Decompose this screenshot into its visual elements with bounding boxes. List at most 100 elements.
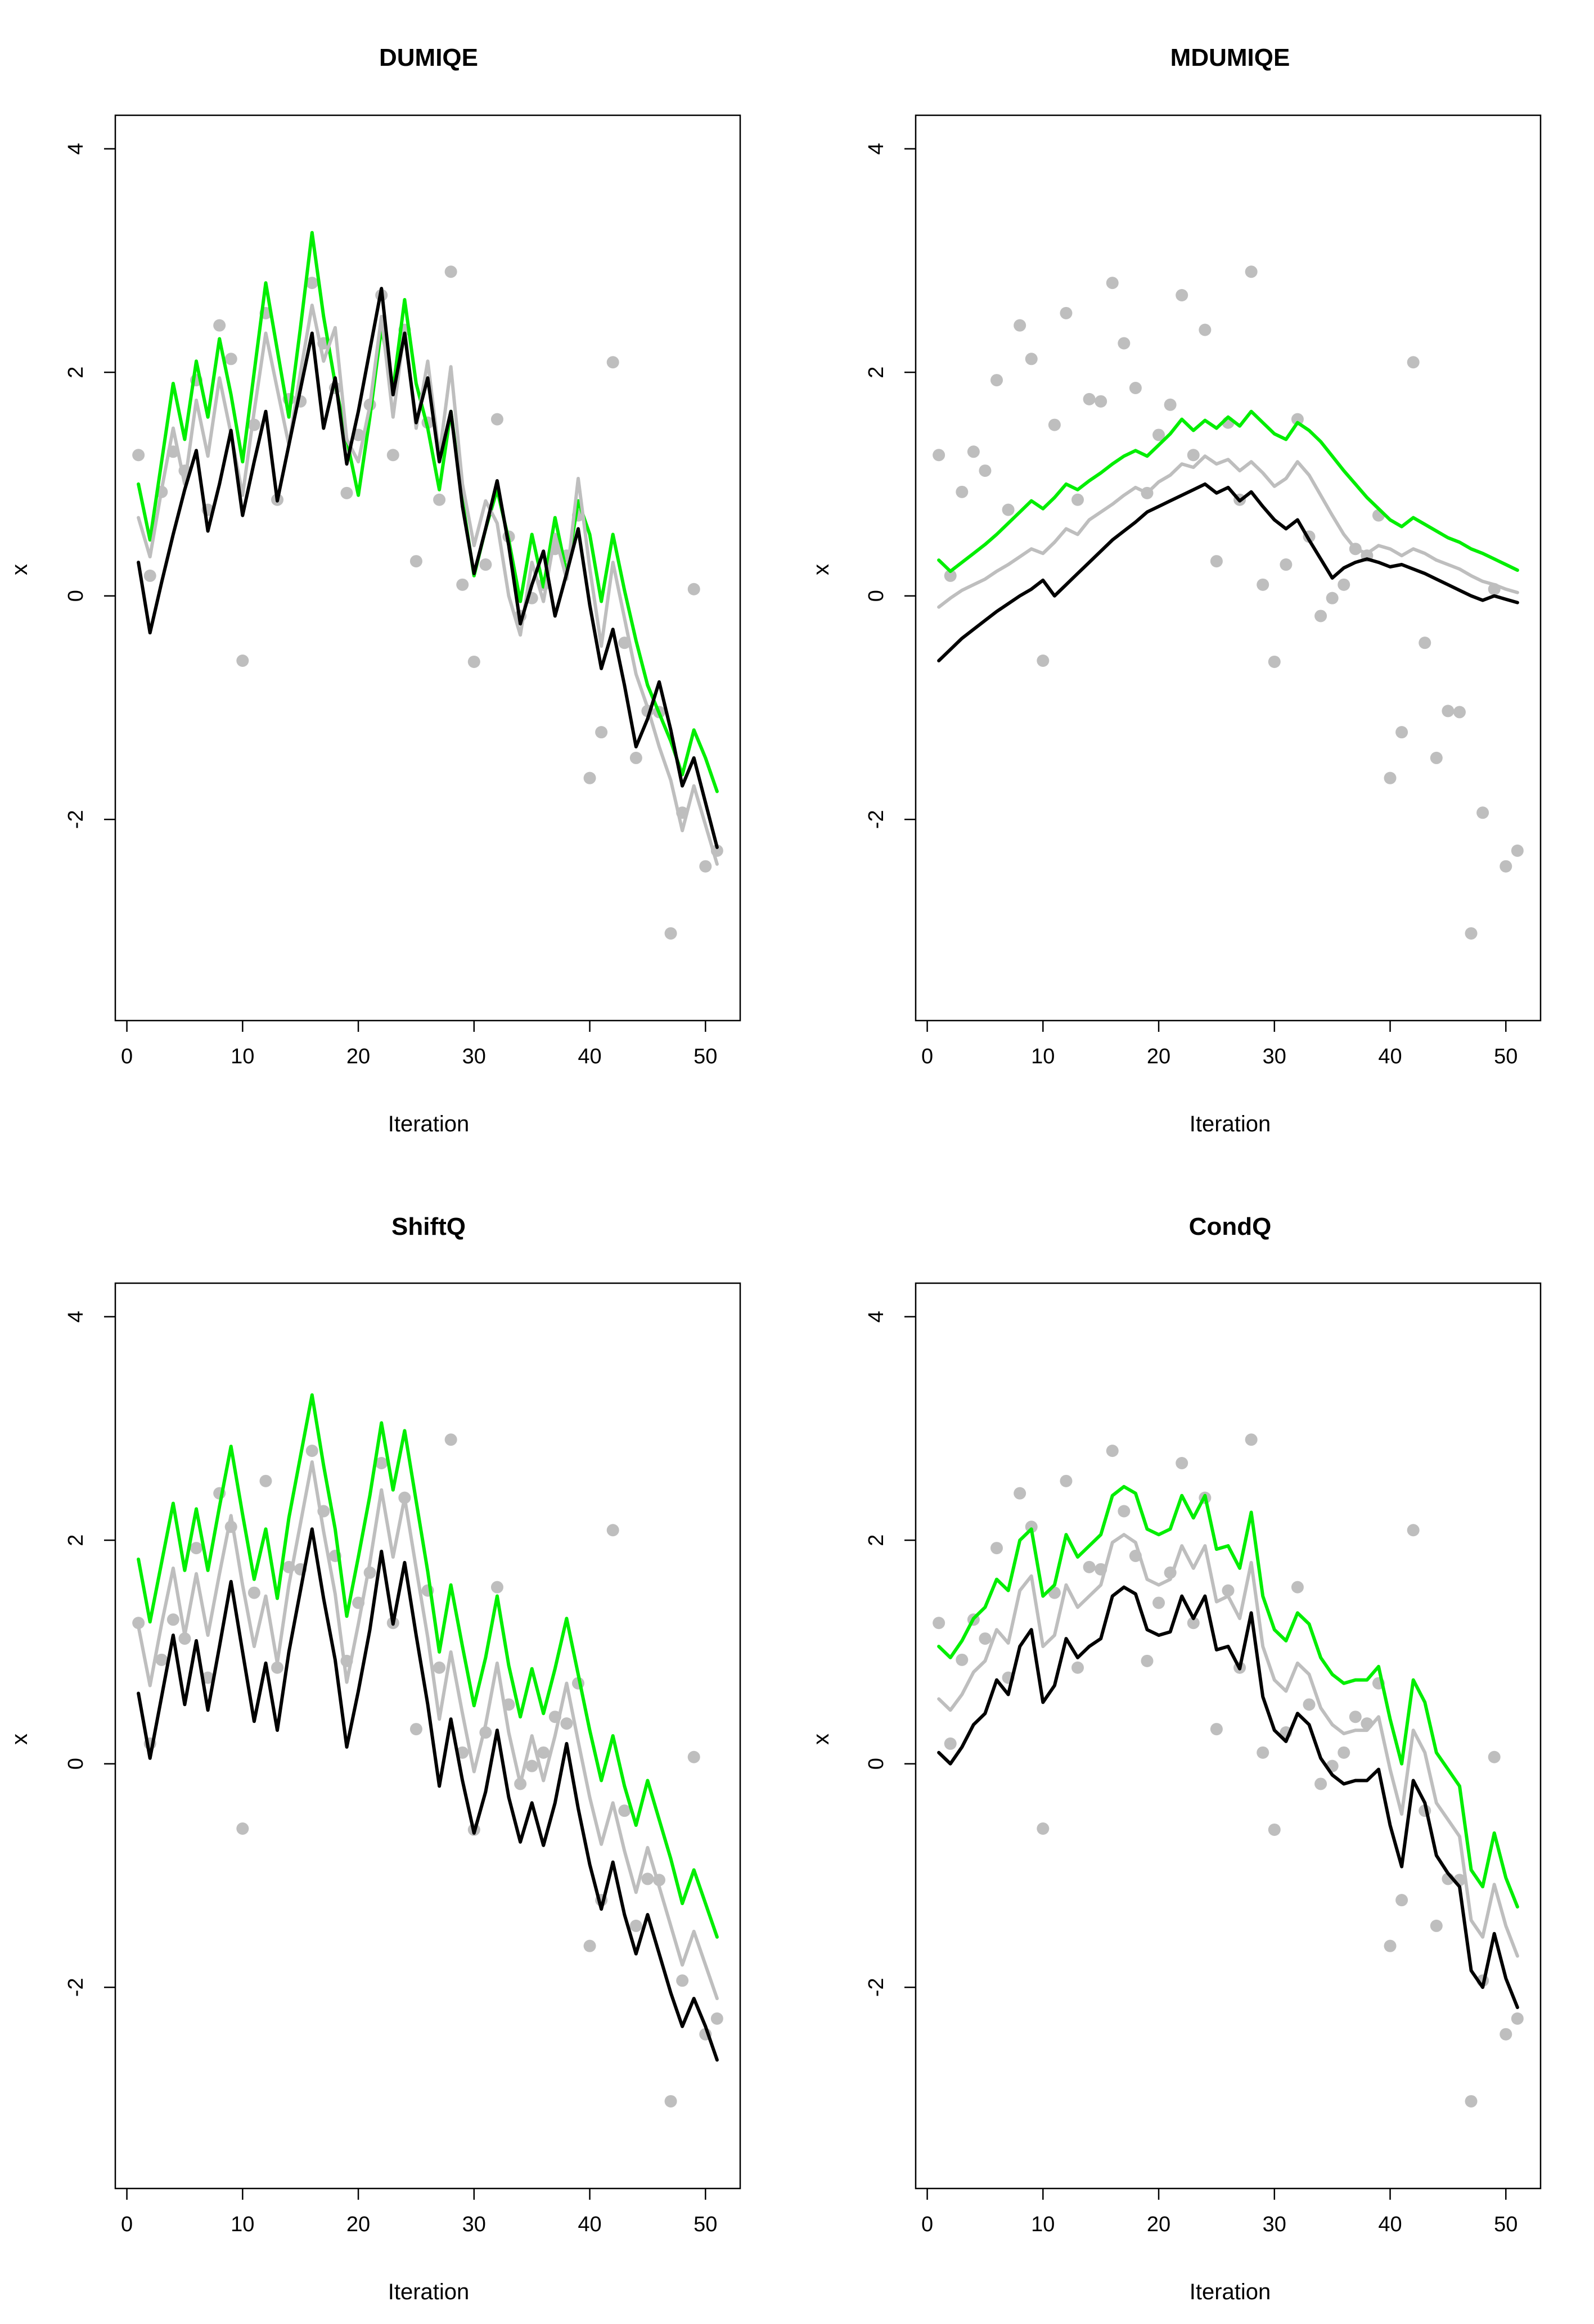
y-tick-label: 4 <box>64 1311 88 1323</box>
data-point <box>1384 1939 1397 1952</box>
data-point <box>305 1445 318 1457</box>
data-point <box>479 558 492 571</box>
data-point <box>1314 1777 1327 1790</box>
data-point <box>467 655 480 668</box>
data-point <box>1083 392 1096 405</box>
data-point <box>409 555 422 568</box>
y-tick-label: 4 <box>864 143 888 155</box>
data-point <box>1037 654 1050 667</box>
data-point <box>1291 413 1304 426</box>
data-point <box>1037 1822 1050 1835</box>
data-point <box>1326 592 1339 604</box>
data-point <box>641 1872 654 1885</box>
data-point <box>1060 306 1073 319</box>
data-point <box>1303 1698 1316 1711</box>
data-point <box>583 1939 596 1952</box>
plot-frame <box>915 1282 1542 2190</box>
series-line-gray <box>937 454 1519 609</box>
data-point <box>537 1746 550 1759</box>
data-point <box>1152 1596 1165 1609</box>
plot-area: 0 10 20 30 40 50 -2 0 2 4 <box>64 1282 741 2236</box>
data-point <box>213 319 226 332</box>
data-point <box>990 374 1003 387</box>
x-tick-label: 30 <box>1263 1045 1286 1068</box>
data-point <box>1511 844 1524 857</box>
y-tick-label: -2 <box>64 1978 88 1997</box>
x-tick-label: 50 <box>1494 2213 1518 2236</box>
y-tick-label: 2 <box>864 1535 888 1546</box>
data-point <box>1407 356 1420 369</box>
data-point <box>944 569 957 582</box>
data-point <box>595 726 608 739</box>
data-point <box>433 1661 446 1674</box>
y-tick-label: 0 <box>64 590 88 602</box>
x-tick-label: 40 <box>1378 1045 1402 1068</box>
x-tick-label: 30 <box>1263 2213 1286 2236</box>
series-line-black <box>137 1527 719 2062</box>
x-tick-label: 30 <box>462 2213 486 2236</box>
data-point <box>1465 927 1478 940</box>
data-point <box>979 1632 992 1645</box>
data-point <box>490 1581 503 1594</box>
y-tick-label: 4 <box>64 143 88 155</box>
data-point <box>1187 449 1200 462</box>
data-point <box>201 1671 214 1684</box>
x-tick-label: 50 <box>1494 1045 1518 1068</box>
data-point <box>979 464 992 477</box>
data-point <box>1164 398 1177 411</box>
data-point <box>1071 493 1084 506</box>
x-tick-label: 40 <box>1378 2213 1402 2236</box>
data-point <box>259 1474 272 1487</box>
data-point <box>1291 1581 1304 1594</box>
x-tick-label: 10 <box>231 2213 254 2236</box>
panel-condq: CondQ Iteration x 0 10 20 30 40 50 -2 0 2 4 <box>809 1213 1542 2304</box>
data-point <box>386 449 399 462</box>
data-point <box>224 353 237 365</box>
x-tick-label: 30 <box>462 1045 486 1068</box>
data-point <box>1025 353 1038 365</box>
data-point <box>710 2012 723 2025</box>
x-axis-label: Iteration <box>388 2280 470 2304</box>
panel-title: ShiftQ <box>391 1213 466 1240</box>
series-line-black <box>937 482 1519 662</box>
data-point <box>664 2095 677 2108</box>
x-tick-label: 0 <box>921 2213 933 2236</box>
data-point <box>1152 428 1165 441</box>
x-axis-label: Iteration <box>1190 2280 1271 2304</box>
x-tick-label: 20 <box>1147 1045 1170 1068</box>
data-point <box>1210 1723 1223 1736</box>
data-point <box>190 1542 203 1555</box>
x-tick-label: 40 <box>578 2213 601 2236</box>
plot-frame <box>114 114 741 1022</box>
data-point <box>1118 337 1131 350</box>
data-point <box>1014 1487 1026 1500</box>
data-point <box>1106 277 1119 290</box>
data-point <box>1453 706 1466 719</box>
data-point <box>1500 860 1512 873</box>
y-tick-label: 4 <box>864 1311 888 1323</box>
data-point <box>1395 1894 1408 1907</box>
data-point <box>1338 578 1350 591</box>
plot-frame <box>114 1282 741 2190</box>
data-point <box>1257 578 1269 591</box>
data-point <box>236 1822 249 1835</box>
x-tick-label: 50 <box>694 1045 717 1068</box>
data-point <box>444 265 457 278</box>
y-tick-label: 2 <box>64 367 88 378</box>
data-point <box>1199 323 1212 336</box>
data-point <box>1314 610 1327 622</box>
x-tick-label: 10 <box>231 1045 254 1068</box>
data-point <box>1430 1919 1443 1932</box>
data-point <box>1511 2012 1524 2025</box>
x-tick-label: 0 <box>121 1045 133 1068</box>
data-point <box>1187 1617 1200 1630</box>
x-tick-label: 40 <box>578 1045 601 1068</box>
data-point <box>433 493 446 506</box>
data-point <box>178 1632 191 1645</box>
data-point <box>1060 1474 1073 1487</box>
data-point <box>1222 1584 1235 1597</box>
series-line-green <box>937 409 1519 573</box>
data-point <box>687 583 700 595</box>
data-point <box>1245 265 1258 278</box>
